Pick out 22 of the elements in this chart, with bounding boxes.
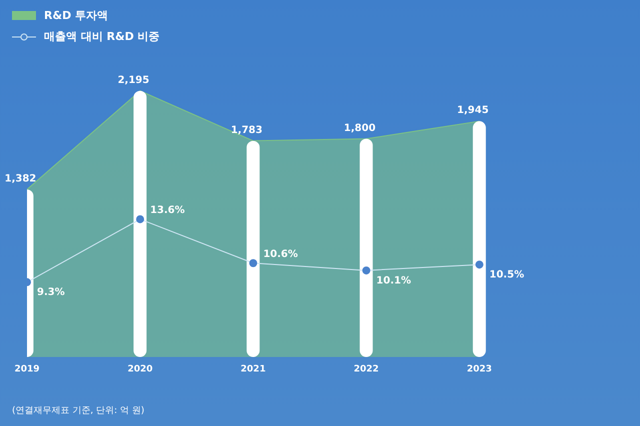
text: (연결재무제표 기준, 단위: 억 원) — [12, 405, 144, 417]
data-label: 13.6% — [150, 205, 185, 216]
legend-label: R&D 투자액 — [43, 8, 110, 23]
bar — [472, 121, 486, 357]
x-tick-label: 2020 — [128, 364, 153, 374]
data-label: 10.6% — [263, 249, 298, 260]
x-tick-label: 2021 — [240, 364, 266, 374]
data-label: 2,195 — [118, 74, 150, 86]
data-label: 10.5% — [489, 270, 524, 281]
bar — [360, 138, 373, 357]
data-label: 1,800 — [344, 122, 376, 134]
data-label: 1,945 — [457, 105, 489, 116]
data-label: 10.1% — [376, 275, 411, 286]
bar — [246, 140, 260, 357]
x-tick-label: 2019 — [14, 364, 40, 374]
x-tick-label: 2023 — [466, 364, 492, 374]
x-tick-label: 2022 — [354, 364, 379, 374]
data-label: 1,382 — [4, 173, 36, 184]
legend-label: 매출액 대비 R&D 비중 — [43, 29, 160, 44]
bar — [134, 90, 147, 357]
data-label: 9.3% — [37, 287, 65, 298]
data-label: 1,783 — [230, 124, 262, 136]
